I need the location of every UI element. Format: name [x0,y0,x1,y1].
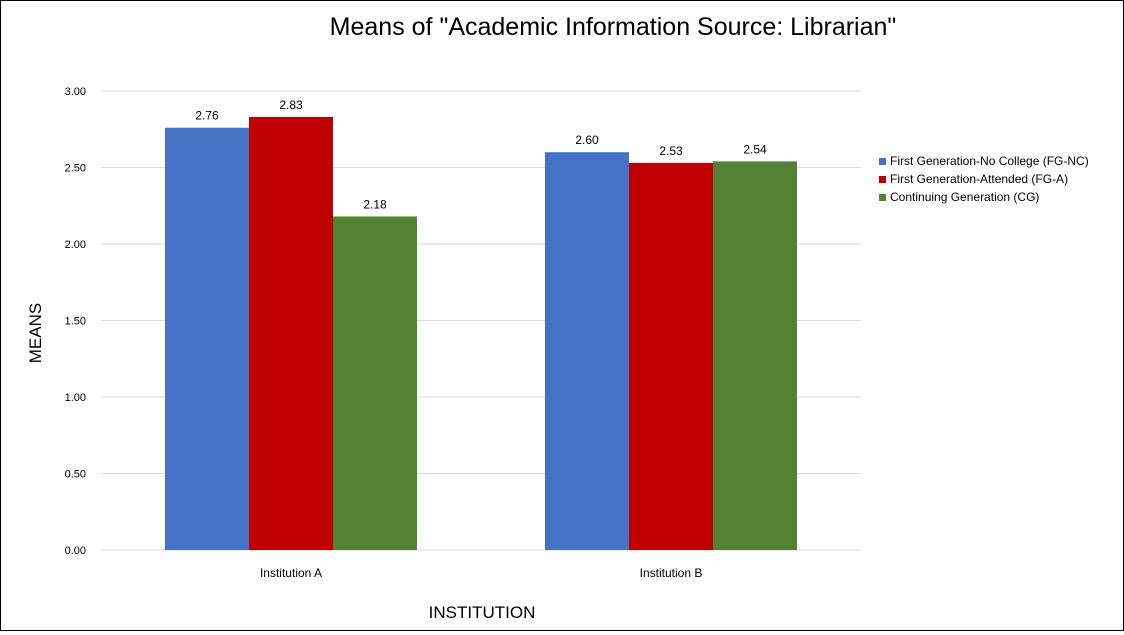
y-axis-ticks: 0.00 0.50 1.00 1.50 2.00 2.50 3.00 [65,86,86,557]
legend-swatch [879,194,886,201]
y-tick-label: 3.00 [65,86,86,98]
legend-label: Continuing Generation (CG) [890,190,1039,204]
chart-title: Means of "Academic Information Source: L… [330,13,897,41]
data-label: 2.53 [659,144,683,158]
y-tick-label: 2.00 [65,239,86,251]
x-axis-title: INSTITUTION [429,603,536,622]
bar [165,128,249,550]
y-tick-label: 1.00 [65,392,86,404]
y-tick-label: 0.50 [65,469,86,481]
legend-label: First Generation-No College (FG-NC) [890,154,1089,168]
y-tick-label: 0.00 [65,545,86,557]
legend-swatch [879,158,886,165]
legend-swatch [879,176,886,183]
bar [713,161,797,550]
y-tick-label: 1.50 [65,316,86,328]
legend-label: First Generation-Attended (FG-A) [890,172,1068,186]
x-category-label: Institution B [640,566,703,580]
x-category-label: Institution A [260,566,322,580]
data-label: 2.60 [575,133,599,147]
data-label: 2.54 [743,142,767,156]
legend: First Generation-No College (FG-NC) First… [879,154,1089,204]
data-label: 2.76 [195,109,219,123]
y-tick-label: 2.50 [65,163,86,175]
bar [545,152,629,550]
data-label: 2.18 [363,197,387,211]
data-label: 2.83 [279,98,303,112]
y-axis-title: MEANS [26,303,45,363]
bar [629,163,713,550]
x-axis-categories: Institution A Institution B [260,566,702,580]
bar [249,117,333,550]
bars [165,117,797,550]
bar [333,216,417,550]
